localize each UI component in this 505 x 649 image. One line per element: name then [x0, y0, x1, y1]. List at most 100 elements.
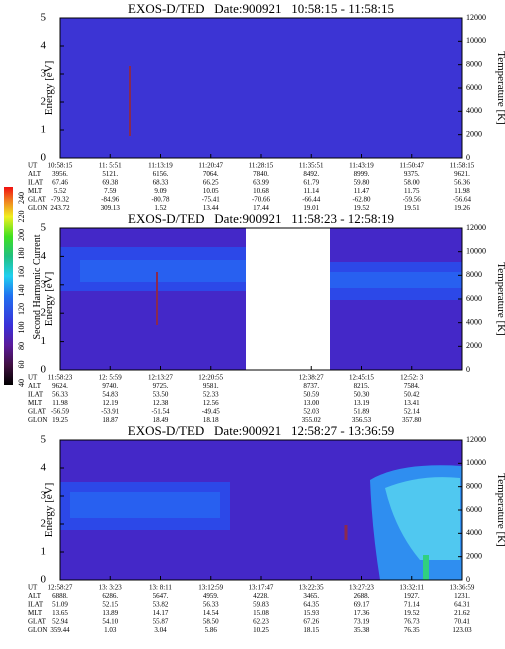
- cyan-core: [385, 477, 460, 560]
- ephemeris-row-label: GLON: [28, 204, 47, 212]
- y-tick-label: 5: [41, 12, 47, 24]
- ephemeris-value: 19.51: [404, 204, 420, 212]
- y-tick-label: 1: [41, 546, 47, 558]
- ephemeris-value: 11: 5:51: [99, 162, 122, 170]
- ephemeris-value: 18.15: [303, 626, 319, 634]
- ephemeris-value: -80.78: [151, 196, 170, 204]
- ephemeris-value: 63.99: [253, 179, 269, 187]
- y2-tick-label: 8000: [466, 59, 482, 68]
- ephemeris-value: 13.00: [303, 399, 319, 407]
- ephemeris-row-label: GLAT: [28, 408, 47, 416]
- ephemeris-value: 52.14: [404, 408, 420, 416]
- ephemeris-value: 68.33: [153, 179, 169, 187]
- ephemeris-value: 14.54: [203, 609, 219, 617]
- ephemeris-value: 19.52: [354, 204, 370, 212]
- ephemeris-value: 8999.: [354, 170, 370, 178]
- ephemeris-value: 9375.: [404, 170, 420, 178]
- ephemeris-value: 53.82: [153, 601, 169, 609]
- colorbar: [4, 187, 13, 385]
- ephemeris-value: 19.52: [404, 609, 420, 617]
- y-tick-label: 3: [41, 278, 47, 290]
- colorbar-tick-label: 220: [17, 211, 26, 223]
- ephemeris-value: 52.03: [303, 408, 319, 416]
- ephemeris-value: 8215.: [354, 382, 370, 390]
- ephemeris-row-label: ILAT: [28, 391, 44, 399]
- y-tick-label: 5: [41, 434, 47, 446]
- ephemeris-value: 7840.: [253, 170, 269, 178]
- ephemeris-value: 13:12:59: [198, 584, 223, 592]
- ephemeris-value: 11:28:15: [249, 162, 274, 170]
- y2-axis-label: Temperature [K]: [495, 473, 505, 546]
- ephemeris-value: 21.62: [454, 609, 470, 617]
- ephemeris-value: 2688.: [354, 592, 370, 600]
- ephemeris-value: 6286.: [102, 592, 118, 600]
- y-axis-label: Energy [eV]: [43, 483, 55, 537]
- ephemeris-value: 9725.: [153, 382, 169, 390]
- colorbar-tick-label: 60: [17, 361, 26, 369]
- ephemeris-value: 62.23: [253, 618, 269, 626]
- ephemeris-value: 11:20:47: [198, 162, 223, 170]
- ephemeris-row-label: ALT: [28, 170, 42, 178]
- ephemeris-value: 11:43:19: [349, 162, 374, 170]
- panel-title: EXOS-D/TED Date:900921 12:58:27 - 13:36:…: [128, 423, 394, 438]
- band-core: [330, 272, 462, 288]
- ephemeris-value: 61.79: [303, 179, 319, 187]
- ephemeris-value: 13:22:35: [299, 584, 324, 592]
- ephemeris-value: -56.59: [51, 408, 70, 416]
- ephemeris-value: 18.18: [203, 416, 219, 424]
- ephemeris-value: 69.17: [354, 601, 370, 609]
- ephemeris-value: -75.41: [202, 196, 221, 204]
- ephemeris-value: 71.14: [404, 601, 420, 609]
- ephemeris-value: 17.44: [253, 204, 269, 212]
- ephemeris-value: 59.83: [253, 601, 269, 609]
- ephemeris-value: 9581.: [203, 382, 219, 390]
- ephemeris-row-label: ILAT: [28, 179, 44, 187]
- y-tick-label: 0: [41, 364, 47, 376]
- ephemeris-value: -51.54: [151, 408, 170, 416]
- y2-tick-label: 12000: [466, 435, 486, 444]
- ephemeris-value: 52.15: [102, 601, 118, 609]
- ephemeris-value: 51.09: [52, 601, 68, 609]
- ephemeris-value: 19.01: [303, 204, 319, 212]
- ephemeris-row-label: ALT: [28, 382, 42, 390]
- y2-tick-label: 12000: [466, 223, 486, 232]
- ephemeris-row-label: ILAT: [28, 601, 44, 609]
- y-tick-label: 4: [41, 462, 47, 474]
- y2-tick-label: 4000: [466, 106, 482, 115]
- ephemeris-value: 64.35: [303, 601, 319, 609]
- ephemeris-row-label: GLON: [28, 626, 47, 634]
- ephemeris-value: 359.44: [50, 626, 70, 634]
- ephemeris-value: 11:50:47: [399, 162, 424, 170]
- data-gap: [246, 224, 330, 374]
- ephemeris-value: 58.00: [404, 179, 420, 187]
- y2-tick-label: 0: [466, 153, 470, 162]
- ephemeris-value: -56.64: [453, 196, 472, 204]
- y-tick-label: 2: [41, 518, 47, 530]
- ephemeris-row-label: ALT: [28, 592, 42, 600]
- ephemeris-value: 66.25: [203, 179, 219, 187]
- y2-tick-label: 10000: [466, 458, 486, 467]
- ephemeris-value: 8737.: [303, 382, 319, 390]
- ephemeris-value: 13.41: [404, 399, 420, 407]
- ephemeris-value: 12.19: [102, 399, 118, 407]
- ephemeris-value: 3.04: [154, 626, 167, 634]
- ephemeris-value: 7.59: [104, 187, 117, 195]
- ephemeris-value: 11.98: [454, 187, 470, 195]
- ephemeris-value: 3956.: [52, 170, 68, 178]
- ephemeris-value: 4959.: [203, 592, 219, 600]
- y-tick-label: 0: [41, 574, 47, 586]
- ephemeris-value: 52.94: [52, 618, 68, 626]
- ephemeris-value: 13.19: [354, 399, 370, 407]
- y2-tick-label: 0: [466, 575, 470, 584]
- colorbar-tick-label: 140: [17, 285, 26, 297]
- ephemeris-value: 69.38: [102, 179, 118, 187]
- ephemeris-value: 4228.: [253, 592, 269, 600]
- ephemeris-value: 12:52: 3: [400, 374, 424, 382]
- ephemeris-value: 14.17: [153, 609, 169, 617]
- ephemeris-value: 10.05: [203, 187, 219, 195]
- y2-tick-label: 0: [466, 365, 470, 374]
- ephemeris-value: 5.86: [205, 626, 218, 634]
- y2-tick-label: 8000: [466, 481, 482, 490]
- ephemeris-value: 50.30: [354, 391, 370, 399]
- y-tick-label: 4: [41, 40, 47, 52]
